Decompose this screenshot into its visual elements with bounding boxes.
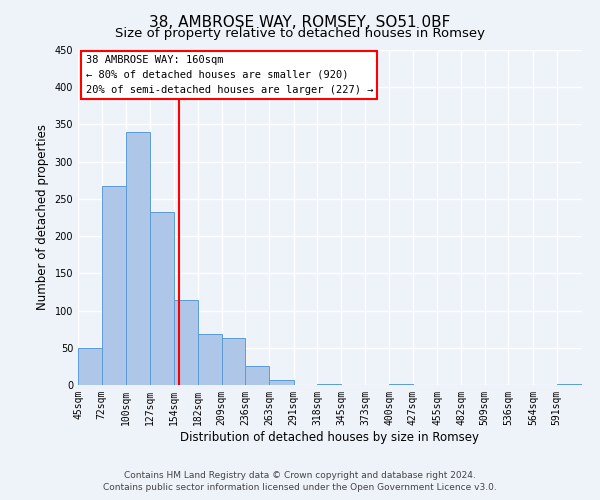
Bar <box>101 186 126 385</box>
Bar <box>557 384 582 385</box>
Y-axis label: Number of detached properties: Number of detached properties <box>36 124 49 310</box>
Text: 38, AMBROSE WAY, ROMSEY, SO51 0BF: 38, AMBROSE WAY, ROMSEY, SO51 0BF <box>149 15 451 30</box>
Bar <box>126 132 150 385</box>
Bar <box>198 334 222 385</box>
X-axis label: Distribution of detached houses by size in Romsey: Distribution of detached houses by size … <box>181 430 479 444</box>
Text: Contains HM Land Registry data © Crown copyright and database right 2024.
Contai: Contains HM Land Registry data © Crown c… <box>103 471 497 492</box>
Bar <box>222 338 245 385</box>
Bar <box>245 366 269 385</box>
Bar <box>317 384 341 385</box>
Bar <box>269 380 293 385</box>
Bar <box>173 300 198 385</box>
Text: Size of property relative to detached houses in Romsey: Size of property relative to detached ho… <box>115 28 485 40</box>
Bar <box>389 384 413 385</box>
Bar <box>78 348 101 385</box>
Bar <box>150 212 173 385</box>
Text: 38 AMBROSE WAY: 160sqm
← 80% of detached houses are smaller (920)
20% of semi-de: 38 AMBROSE WAY: 160sqm ← 80% of detached… <box>86 55 373 94</box>
